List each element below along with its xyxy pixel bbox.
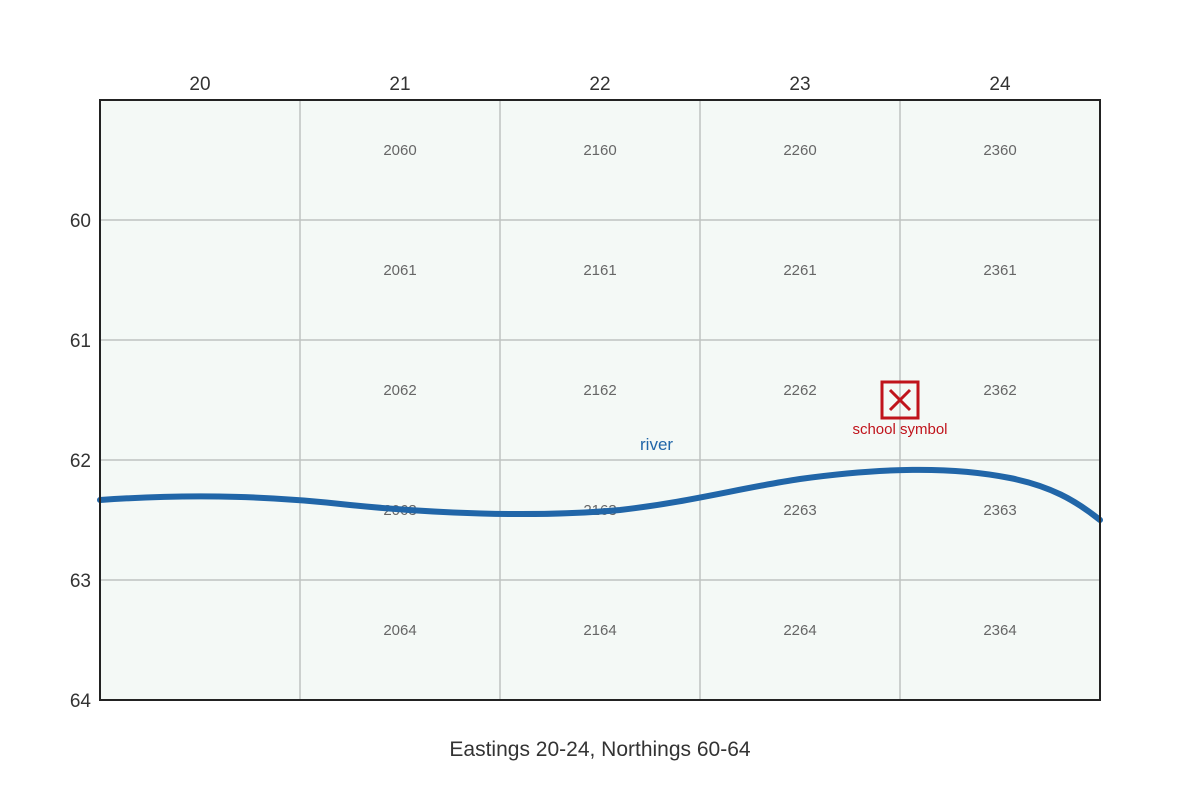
grid-reference-label: 2160: [583, 142, 616, 159]
grid-reference-label: 2363: [983, 502, 1016, 519]
grid-reference-label: 2162: [583, 382, 616, 399]
grid-reference-label: 2364: [983, 622, 1016, 639]
northing-labels: 60 61 62 63 64: [70, 211, 92, 712]
northing-label: 63: [70, 571, 91, 592]
easting-label: 24: [989, 74, 1011, 95]
grid-reference-label: 2260: [783, 142, 816, 159]
grid-reference-label: 2061: [383, 262, 416, 279]
northing-label: 60: [70, 211, 91, 232]
northing-label: 61: [70, 331, 91, 352]
grid-reference-label: 2263: [783, 502, 816, 519]
map-caption: Eastings 20-24, Northings 60-64: [449, 738, 751, 761]
grid-reference-label: 2161: [583, 262, 616, 279]
school-symbol-label: school symbol: [852, 421, 947, 438]
grid-reference-label: 2264: [783, 622, 816, 639]
easting-label: 23: [789, 74, 810, 95]
grid-reference-label: 2064: [383, 622, 416, 639]
grid-reference-label: 2362: [983, 382, 1016, 399]
easting-labels: 20 21 22 23 24: [189, 74, 1011, 95]
grid-reference-labels: 2060 2160 2260 2360 2061 2161 2261 2361 2062 2162…: [383, 142, 1016, 639]
northing-label: 62: [70, 451, 91, 472]
grid-reference-label: 2062: [383, 382, 416, 399]
grid-reference-label: 2164: [583, 622, 616, 639]
grid-reference-label: 2060: [383, 142, 416, 159]
river-label: river: [640, 435, 673, 454]
grid-reference-label: 2262: [783, 382, 816, 399]
school-icon: [880, 380, 920, 420]
easting-label: 22: [589, 74, 610, 95]
grid-reference-label: 2360: [983, 142, 1016, 159]
grid-reference-label: 2361: [983, 262, 1016, 279]
easting-label: 20: [189, 74, 210, 95]
grid-reference-label: 2261: [783, 262, 816, 279]
grid-lines: [100, 100, 1100, 700]
easting-label: 21: [389, 74, 410, 95]
map-area: [100, 100, 1100, 700]
northing-label: 64: [70, 691, 92, 712]
river-line: [97, 466, 1103, 523]
map-border: [99, 99, 1101, 701]
